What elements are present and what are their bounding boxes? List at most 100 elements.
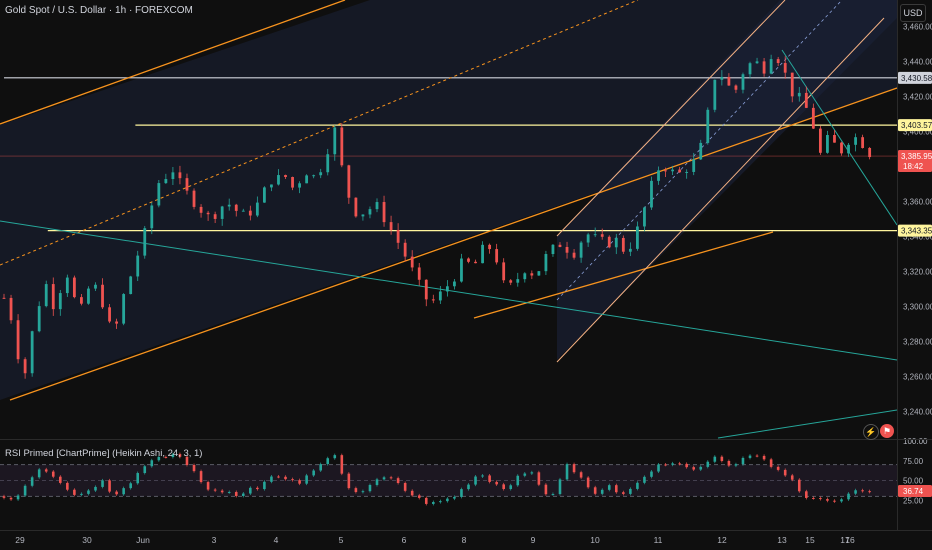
candle-body [213, 214, 217, 219]
rsi-current-text: 36.74 [903, 487, 924, 496]
rsi-bar [629, 488, 632, 494]
rsi-bar [586, 477, 590, 488]
rsi-bar [227, 491, 231, 493]
time-tick-label: 11 [654, 535, 663, 545]
time-tick-label: 8 [462, 535, 467, 545]
candle-body [826, 135, 829, 153]
candle-body [129, 276, 133, 295]
time-tick-label: 9 [531, 535, 536, 545]
rsi-bar [790, 475, 794, 480]
rsi-bar [467, 484, 470, 490]
rsi-bar [249, 487, 252, 494]
time-tick-label: 10 [590, 535, 600, 545]
rsi-bar [220, 490, 224, 493]
support-trend-line [473, 231, 774, 319]
rsi-tick-label: 100.00 [903, 437, 928, 446]
candle-body [361, 214, 365, 217]
candle-body [861, 137, 865, 148]
price-label-text: 3,343.35 [901, 227, 932, 236]
candle-body [51, 284, 55, 310]
candle-body [579, 242, 583, 258]
rsi-bar [340, 455, 344, 474]
candle-body [410, 256, 414, 268]
rsi-bar [636, 482, 639, 489]
rsi-bar [73, 489, 76, 495]
rsi-bar [382, 477, 386, 480]
candle-body [621, 237, 625, 252]
rising-channel-lower [556, 17, 885, 363]
candle-body [783, 63, 787, 73]
candle-body [16, 320, 20, 360]
candle-body [769, 59, 773, 74]
candle-body [650, 180, 653, 208]
rsi-bar [354, 488, 358, 493]
rsi-bar [502, 484, 505, 490]
rsi-bar [312, 470, 315, 476]
rsi-bar [819, 498, 822, 500]
price-tick-label: 3,300.00 [903, 303, 932, 312]
rsi-indicator-title[interactable]: RSI Primed [ChartPrime] (Heikin Ashi, 24… [5, 448, 203, 459]
rsi-bar [333, 455, 337, 459]
candle-body [586, 234, 590, 243]
time-tick-label: 6 [402, 535, 407, 545]
candle-body [389, 222, 393, 230]
candle-body [692, 159, 696, 172]
price-tick-label: 3,280.00 [903, 338, 932, 347]
rsi-bar [185, 456, 189, 466]
rsi-bar [734, 464, 738, 466]
rsi-bar [551, 494, 555, 496]
candle-body [614, 237, 618, 248]
rsi-bar [143, 466, 147, 474]
candle-body [628, 248, 632, 252]
currency-button[interactable]: USD [900, 4, 926, 22]
rsi-bar [305, 475, 308, 484]
candle-body [375, 202, 379, 210]
rsi-bar [523, 473, 527, 476]
candle-body [72, 277, 76, 298]
rsi-bar [868, 491, 871, 493]
rsi-bar [755, 455, 759, 457]
channel-median-dashed-line [0, 0, 639, 266]
rsi-bar [446, 498, 449, 502]
candle-body [678, 169, 682, 173]
rsi-bar [664, 464, 667, 466]
candle-body [185, 178, 189, 191]
time-tick-label: 5 [339, 535, 344, 545]
rsi-bar [579, 472, 583, 478]
candle-body [727, 76, 731, 86]
rsi-bar [685, 463, 688, 468]
rsi-bar [234, 491, 238, 496]
candle-body [58, 293, 62, 310]
lightning-icon[interactable]: ⚡ [863, 424, 879, 440]
rsi-bar [854, 490, 857, 494]
candle-body [607, 236, 611, 248]
time-tick-label: 16 [845, 535, 855, 545]
rsi-bar [164, 456, 168, 458]
time-tick-label: 30 [82, 535, 92, 545]
candle-body [2, 297, 6, 299]
candle-body [776, 59, 780, 64]
rsi-bar [572, 464, 576, 473]
candle-body [748, 63, 752, 75]
rsi-bar [213, 489, 217, 491]
candle-body [326, 154, 330, 173]
candle-body [593, 234, 597, 236]
rsi-bar [87, 490, 90, 494]
rsi-band [0, 464, 897, 497]
rsi-bar [692, 467, 696, 470]
rsi-bar [37, 469, 41, 478]
rsi-bar [284, 476, 287, 480]
rsi-bar [326, 458, 330, 465]
candle-body [284, 175, 287, 178]
rsi-bar [171, 454, 175, 458]
rsi-bar [720, 456, 724, 461]
flag-icon[interactable]: ⚑ [880, 424, 894, 438]
rsi-bar [833, 500, 836, 502]
rsi-bar [614, 485, 618, 493]
candle-body [847, 144, 850, 154]
rsi-bar [51, 471, 55, 477]
candle-body [9, 297, 13, 321]
pane-separator[interactable] [0, 439, 932, 440]
candle-body [509, 280, 513, 283]
